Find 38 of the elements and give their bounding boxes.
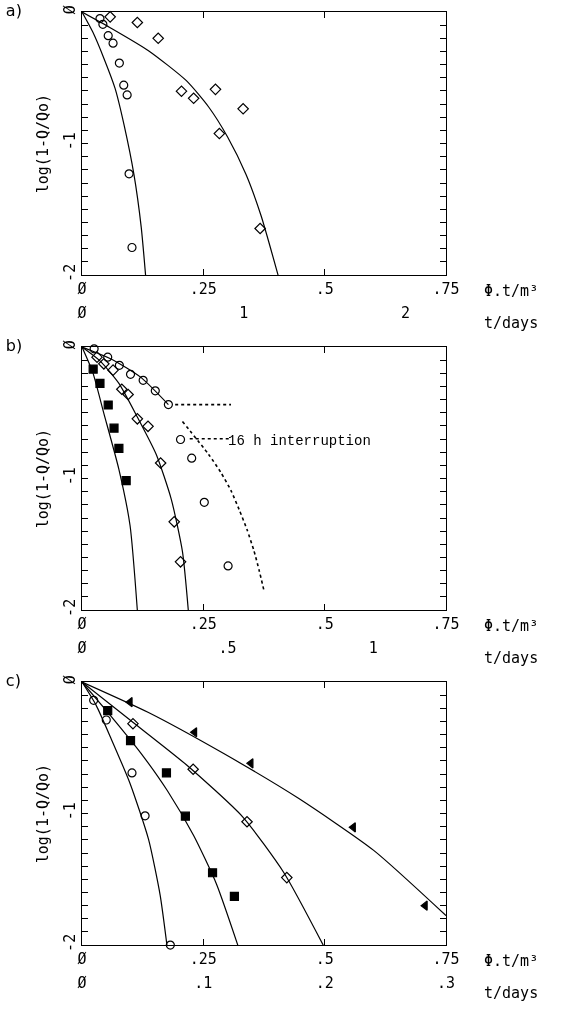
x2-tick-label: .5 — [218, 639, 237, 658]
x-axis-title: Φ.t/m³ — [484, 282, 539, 300]
y-tick-label: -2 — [61, 598, 79, 617]
y-tick-label: Ø — [61, 340, 79, 350]
y-tick-label: -2 — [61, 263, 79, 282]
x-tick-label: .25 — [189, 280, 217, 299]
x-tick-label: .75 — [432, 950, 460, 969]
y-axis-title: log(1-Q/Qo) — [34, 428, 53, 529]
chart-title: b) — [5, 336, 23, 356]
x-tick-label: .5 — [315, 280, 334, 299]
y-tick-label: -1 — [61, 132, 79, 151]
x2-tick-label: 1 — [368, 639, 378, 658]
x-axis-title: Φ.t/m³ — [484, 952, 539, 970]
x-tick-label: .75 — [432, 280, 460, 299]
chart-title: c) — [5, 671, 21, 691]
y-tick-label: -2 — [61, 933, 79, 952]
y-tick-label: -1 — [61, 802, 79, 821]
x2-tick-label: .1 — [194, 974, 213, 993]
y-axis-title: log(1-Q/Qo) — [34, 763, 53, 864]
y-axis-title: log(1-Q/Qo) — [34, 93, 53, 194]
x-axis-title: Φ.t/m³ — [484, 617, 539, 635]
annotation: 16 h interruption — [228, 433, 371, 449]
x2-axis-title: t/days — [484, 314, 539, 332]
x-tick-label: .25 — [189, 950, 217, 969]
x-tick-label: .75 — [432, 615, 460, 634]
x-tick-label: .5 — [315, 615, 334, 634]
x2-tick-label: 2 — [401, 304, 411, 323]
x2-tick-label: 1 — [239, 304, 249, 323]
x2-tick-label: .2 — [315, 974, 334, 993]
x2-axis-title: t/days — [484, 984, 539, 1002]
y-tick-label: -1 — [61, 467, 79, 486]
x2-axis-title: t/days — [484, 649, 539, 667]
chart-title: a) — [5, 1, 22, 21]
y-tick-label: Ø — [61, 675, 79, 685]
x-tick-label: .25 — [189, 615, 217, 634]
x2-tick-label: .3 — [436, 974, 456, 993]
y-tick-label: Ø — [61, 5, 79, 15]
x-tick-label: .5 — [315, 950, 334, 969]
